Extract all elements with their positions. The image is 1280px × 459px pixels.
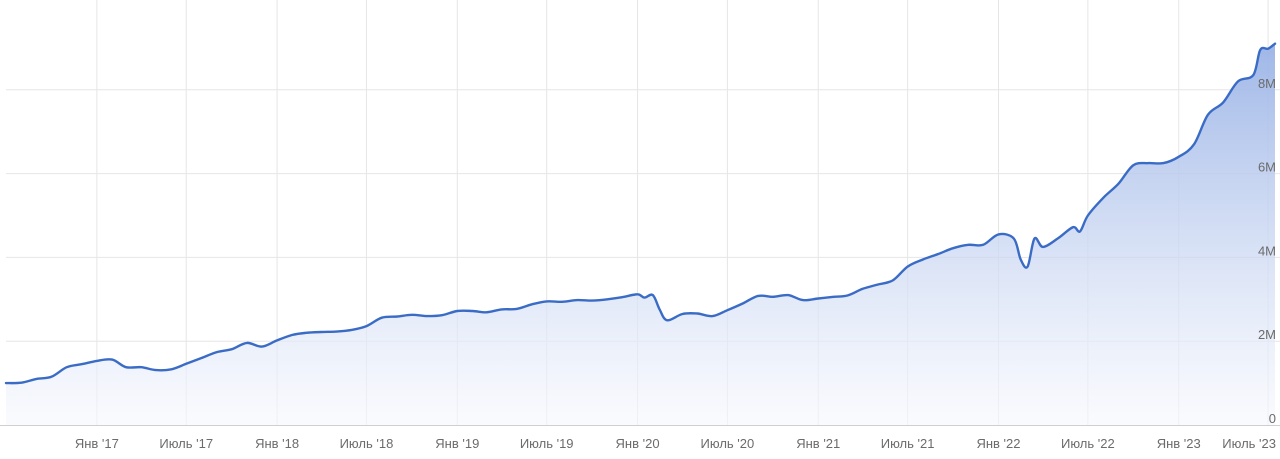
x-tick-label: Июль '23: [1222, 436, 1276, 451]
x-tick-label: Июль '20: [701, 436, 755, 451]
y-tick-label: 2M: [1258, 327, 1276, 342]
x-tick-label: Янв '21: [796, 436, 840, 451]
series-area: [6, 43, 1275, 425]
x-tick-label: Июль '19: [520, 436, 574, 451]
x-tick-label: Янв '19: [435, 436, 479, 451]
x-tick-label: Янв '17: [75, 436, 119, 451]
y-tick-label: 8M: [1258, 76, 1276, 91]
series-line: [4, 42, 1277, 385]
x-tick-label: Янв '18: [255, 436, 299, 451]
y-tick-label: 4M: [1258, 243, 1276, 258]
x-tick-label: Июль '21: [881, 436, 935, 451]
y-axis-tick-labels: 0 2M 4M 6M 8M: [1258, 76, 1276, 426]
y-tick-label: 6M: [1258, 160, 1276, 175]
x-axis-tick-labels: Янв '17 Июль '17 Янв '18 Июль '18 Янв '19 Июл…: [75, 436, 1276, 451]
y-tick-label: 0: [1269, 411, 1276, 426]
x-tick-label: Янв '20: [616, 436, 660, 451]
x-tick-label: Июль '22: [1061, 436, 1115, 451]
x-tick-label: Янв '22: [976, 436, 1020, 451]
x-tick-label: Июль '18: [340, 436, 394, 451]
x-tick-label: Июль '17: [159, 436, 213, 451]
x-tick-label: Янв '23: [1157, 436, 1201, 451]
